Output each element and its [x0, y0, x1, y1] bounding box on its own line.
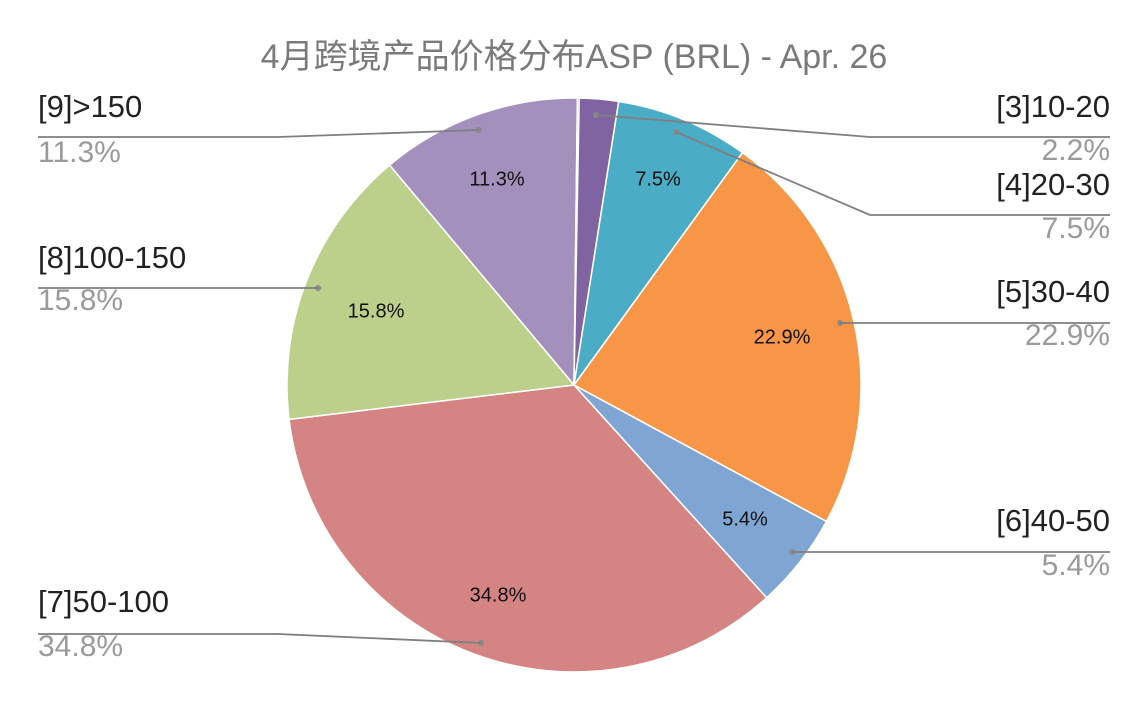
pie-slice-9-150 [388, 97, 579, 388]
data-labels: 11.3% [9]>150 11.3% [3]10-20 2.2% 7.5% [4]20-3… [38, 89, 1110, 663]
pie-slice-5-30-40 [572, 151, 862, 523]
category-percent-6-40-50: 5.4% [1042, 549, 1110, 582]
category-percent-5-30-40: 22.9% [1025, 319, 1110, 352]
category-percent-7-50-100: 34.8% [38, 630, 123, 663]
category-label-9-150: [9]>150 [38, 89, 142, 124]
pie-slice-8-100-150 [286, 164, 576, 421]
slice-value-label-4-20-30: 7.5% [635, 168, 681, 190]
slice-value-label-7-50-100: 34.8% [470, 584, 527, 606]
category-label-3-10-20: [3]10-20 [996, 89, 1110, 124]
category-percent-4-20-30: 7.5% [1042, 212, 1110, 245]
slice-value-label-9-150: 11.3% [469, 168, 524, 190]
leader-line-4-20-30 [675, 131, 1110, 216]
leader-lines [38, 112, 1110, 646]
category-label-6-40-50: [6]40-50 [996, 503, 1110, 538]
slice-value-label-5-30-40: 22.9% [754, 326, 811, 348]
category-label-8-100-150: [8]100-150 [38, 240, 186, 275]
category-percent-8-100-150: 15.8% [38, 284, 123, 317]
leader-line-7-50-100 [38, 633, 482, 644]
category-label-5-30-40: [5]30-40 [996, 274, 1110, 309]
pie-slice-7-50-100 [288, 384, 768, 673]
leader-line-3-10-20 [595, 114, 1110, 138]
leader-line-9-150 [38, 129, 480, 138]
slice-value-label-8-100-150: 15.8% [348, 300, 405, 322]
category-percent-9-150: 11.3% [38, 136, 121, 169]
category-label-7-50-100: [7]50-100 [38, 584, 169, 619]
pie-slices [286, 97, 862, 673]
pie-slice-4-20-30 [573, 100, 744, 386]
slice-value-label-6-40-50: 5.4% [722, 508, 768, 530]
chart-title: 4月跨境产品价格分布ASP (BRL) - Apr. 26 [261, 38, 888, 76]
category-label-4-20-30: [4]20-30 [996, 167, 1110, 202]
category-percent-3-10-20: 2.2% [1042, 134, 1110, 167]
